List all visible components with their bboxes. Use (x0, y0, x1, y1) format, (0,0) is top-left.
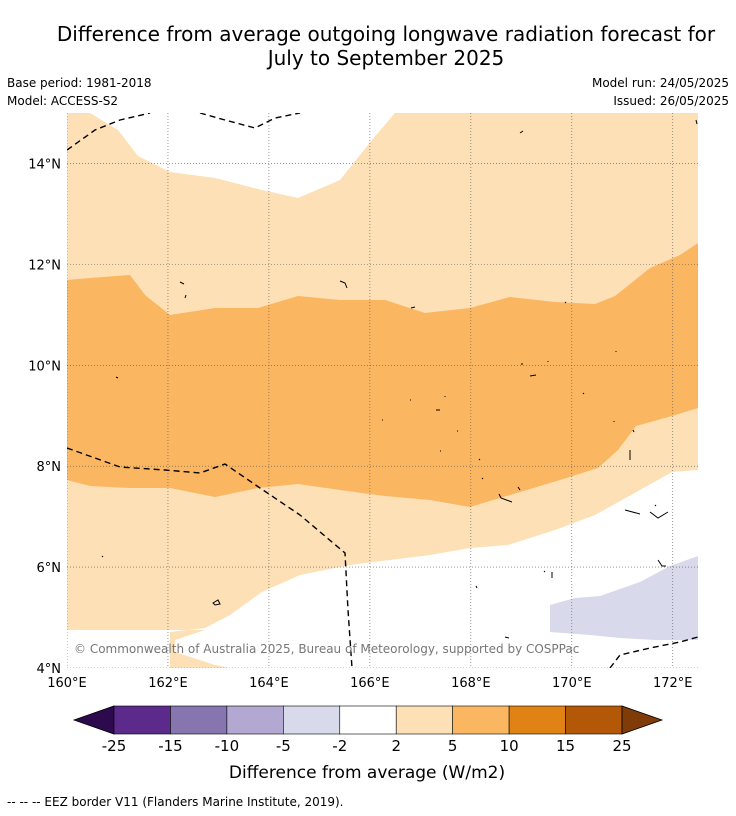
colorbar-tick-label: -10 (215, 737, 240, 755)
copyright-notice: © Commonwealth of Australia 2025, Bureau… (74, 642, 579, 656)
island (115, 376, 119, 379)
colorbar-swatch (565, 705, 623, 735)
lat-tick-label: 12°N (28, 258, 61, 273)
island (101, 119, 698, 606)
colorbar-swatch (508, 705, 566, 735)
island (654, 504, 666, 567)
colorbar-tick-label: 15 (556, 737, 575, 755)
colorbar-tick-label: -2 (332, 737, 347, 755)
lat-tick-label: 4°N (37, 662, 62, 677)
lon-tick-label: 162°E (148, 676, 188, 691)
meta-left: Base period: 1981-2018 Model: ACCESS-S2 (7, 74, 152, 110)
colorbar-tick-label: 10 (500, 737, 519, 755)
island (564, 301, 567, 304)
colorbar-tick-label: 5 (448, 737, 458, 755)
lon-tick-label: 168°E (451, 676, 491, 691)
colorbar-swatch (339, 705, 397, 735)
lon-tick-label: 164°E (249, 676, 289, 691)
map-plot-area: © Commonwealth of Australia 2025, Bureau… (67, 113, 698, 668)
island (624, 509, 669, 519)
colorbar-swatch (113, 705, 171, 735)
lat-tick-label: 14°N (28, 157, 61, 172)
island (339, 280, 348, 289)
title-line-1: Difference from average outgoing longwav… (56, 22, 716, 46)
issued-date: Issued: 26/05/2025 (613, 94, 729, 108)
colorbar-tick-label: 25 (612, 737, 631, 755)
colorbar-arrow-low (72, 705, 115, 735)
island (410, 306, 416, 309)
island (521, 361, 549, 377)
colorbar-swatch (452, 705, 510, 735)
colorbar-tick-label: 2 (391, 737, 401, 755)
colorbar-tick-label: -15 (158, 737, 183, 755)
island (440, 429, 635, 461)
meta-right: Model run: 24/05/2025 Issued: 26/05/2025 (592, 74, 729, 110)
gridlines (67, 113, 698, 668)
colorbar-label: Difference from average (W/m2) (229, 763, 505, 783)
islands (101, 119, 698, 639)
lat-tick-label: 6°N (37, 561, 62, 576)
eez-border-footnote: -- -- -- EEZ border V11 (Flanders Marine… (7, 795, 344, 809)
lon-tick-label: 170°E (552, 676, 592, 691)
eez-border-southeast (609, 636, 698, 668)
map-title: Difference from average outgoing longwav… (0, 22, 736, 70)
model-run: Model run: 24/05/2025 (591, 76, 729, 90)
colorbar-arrow-high (621, 705, 664, 735)
lon-tick-label: 166°E (350, 676, 390, 691)
colorbar-swatch (395, 705, 453, 735)
eez-border-central (67, 447, 353, 668)
eez-borders (67, 113, 698, 668)
colorbar-tick-label: -25 (102, 737, 127, 755)
colorbar-tick-label: -5 (276, 737, 291, 755)
island (481, 477, 521, 503)
lat-tick-label: 8°N (37, 460, 62, 475)
island (582, 351, 617, 422)
base-period: Base period: 1981-2018 (7, 76, 152, 90)
anomaly-region-minus2-to-minus5 (550, 556, 698, 640)
island (475, 570, 553, 639)
title-line-2: July to September 2025 (267, 46, 505, 70)
lon-tick-label: 160°E (47, 676, 87, 691)
longitude-axis-labels: 160°E 162°E 164°E 166°E 168°E 170°E 172°E (47, 676, 692, 691)
island (179, 281, 187, 299)
colorbar-swatch (226, 705, 284, 735)
island (382, 396, 458, 432)
colorbar-swatch (170, 705, 228, 735)
colorbar: -25 -15 -10 -5 -2 2 5 10 15 25 (72, 705, 664, 755)
latitude-axis-labels: 4°N 6°N 8°N 10°N 12°N 14°N (28, 157, 61, 677)
model-name: Model: ACCESS-S2 (7, 94, 119, 108)
lon-tick-label: 172°E (653, 676, 693, 691)
anomaly-region-5-to-10 (67, 243, 698, 507)
lat-tick-label: 10°N (28, 359, 61, 374)
island (519, 130, 524, 134)
colorbar-swatch (283, 705, 341, 735)
